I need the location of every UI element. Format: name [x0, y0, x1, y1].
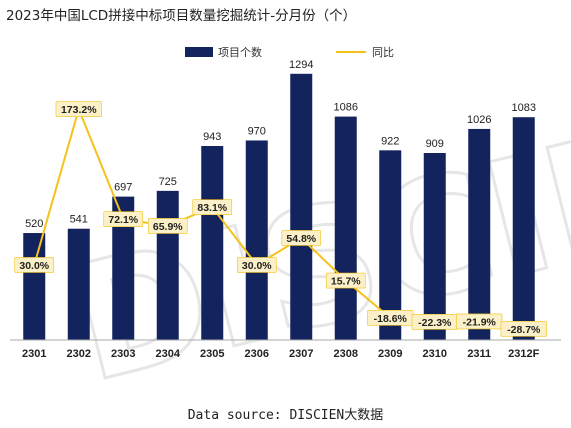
bar-2302	[67, 228, 90, 340]
bar-2312F	[512, 117, 535, 340]
yoy-label: -18.6%	[374, 313, 408, 325]
bar-2310	[423, 153, 446, 340]
yoy-label-box	[325, 272, 366, 289]
bar-label-2304: 725	[159, 176, 177, 188]
x-tick-2304: 2304	[156, 348, 181, 360]
yoy-label-box	[103, 211, 144, 227]
legend-label-line: 同比	[372, 46, 394, 59]
yoy-point-2306: 30.0%	[236, 257, 277, 273]
x-tick-2302: 2302	[67, 348, 91, 360]
yoy-label-box	[281, 230, 322, 246]
x-tick-2306: 2306	[245, 348, 269, 360]
yoy-point-2309: -18.6%	[367, 310, 414, 326]
yoy-label: 72.1%	[108, 214, 138, 226]
x-tick-2310: 2310	[423, 348, 447, 360]
x-tick-2308: 2308	[334, 348, 358, 360]
yoy-label-box	[55, 101, 102, 117]
bar-labels: 520 541 697 725 943 970 1294 1086 922 909 1026 1083	[25, 59, 536, 230]
yoy-label: 30.0%	[242, 260, 272, 272]
x-tick-2301: 2301	[22, 348, 46, 360]
bar-label-2305: 943	[203, 131, 221, 143]
legend: 项目个数 同比	[185, 46, 394, 59]
yoy-point-2304: 65.9%	[147, 218, 188, 234]
bar-2304	[156, 190, 179, 340]
line-labels: 30.0% 173.2% 72.1% 65.9% 83.1% 30.0% 54.8% 15.7…	[14, 101, 547, 337]
yoy-label-box	[500, 321, 547, 337]
bar-2307	[290, 73, 313, 340]
yoy-point-2301: 30.0%	[14, 257, 55, 273]
yoy-point-2310: -22.3%	[411, 314, 458, 330]
yoy-label: -28.7%	[507, 324, 541, 336]
bar-label-2303: 697	[114, 182, 132, 194]
bar-label-2309: 922	[381, 135, 399, 147]
bar-2308	[334, 116, 357, 340]
yoy-label: 54.8%	[286, 233, 316, 245]
bar-label-2306: 970	[248, 125, 266, 137]
bar-label-2312F: 1083	[512, 102, 536, 114]
bar-label-2307: 1294	[289, 59, 313, 71]
yoy-label-box	[236, 257, 277, 273]
yoy-point-2302: 173.2%	[55, 101, 102, 117]
bar-2309	[379, 150, 402, 340]
yoy-label: 15.7%	[331, 276, 361, 288]
bar-2303	[112, 196, 135, 340]
yoy-label: 65.9%	[153, 221, 183, 233]
yoy-point-2305: 83.1%	[192, 199, 233, 215]
bar-label-2310: 909	[426, 138, 444, 150]
bar-label-2308: 1086	[334, 102, 358, 114]
yoy-label-box	[147, 218, 188, 234]
bar-label-2302: 541	[70, 214, 88, 226]
yoy-label: 30.0%	[19, 260, 49, 272]
bar-2301	[23, 233, 46, 340]
yoy-point-2311: -21.9%	[456, 313, 503, 330]
bar-label-2301: 520	[25, 218, 43, 230]
yoy-label: -22.3%	[418, 317, 452, 329]
x-tick-2311: 2311	[467, 348, 491, 360]
yoy-point-2307: 54.8%	[281, 230, 322, 246]
x-tick-2312F: 2312F	[508, 348, 539, 360]
legend-label-bar: 项目个数	[218, 46, 262, 59]
yoy-label: -21.9%	[463, 316, 497, 328]
x-tick-2305: 2305	[200, 348, 224, 360]
data-source: Data source: DISCIEN大数据	[187, 408, 384, 423]
x-tick-2309: 2309	[378, 348, 402, 360]
yoy-label: 173.2%	[61, 104, 97, 116]
yoy-point-2308: 15.7%	[325, 272, 366, 289]
legend-swatch-bar	[185, 47, 213, 57]
yoy-label-box	[192, 199, 233, 215]
bar-label-2311: 1026	[467, 114, 491, 126]
yoy-label-box	[14, 257, 55, 273]
bar-2306	[245, 140, 268, 340]
x-tick-2307: 2307	[289, 348, 313, 360]
bar-2305	[201, 146, 224, 340]
yoy-point-2312F: -28.7%	[500, 321, 547, 337]
yoy-point-2303: 72.1%	[103, 211, 144, 227]
yoy-label: 83.1%	[197, 202, 227, 214]
x-tick-labels: 2301 2302 2303 2304 2305 2306 2307 2308 2309 2310…	[22, 348, 540, 360]
bar-2311	[468, 128, 491, 340]
chart-title: 2023年中国LCD拼接中标项目数量挖掘统计-分月份（个）	[6, 8, 357, 24]
x-tick-2303: 2303	[111, 348, 135, 360]
